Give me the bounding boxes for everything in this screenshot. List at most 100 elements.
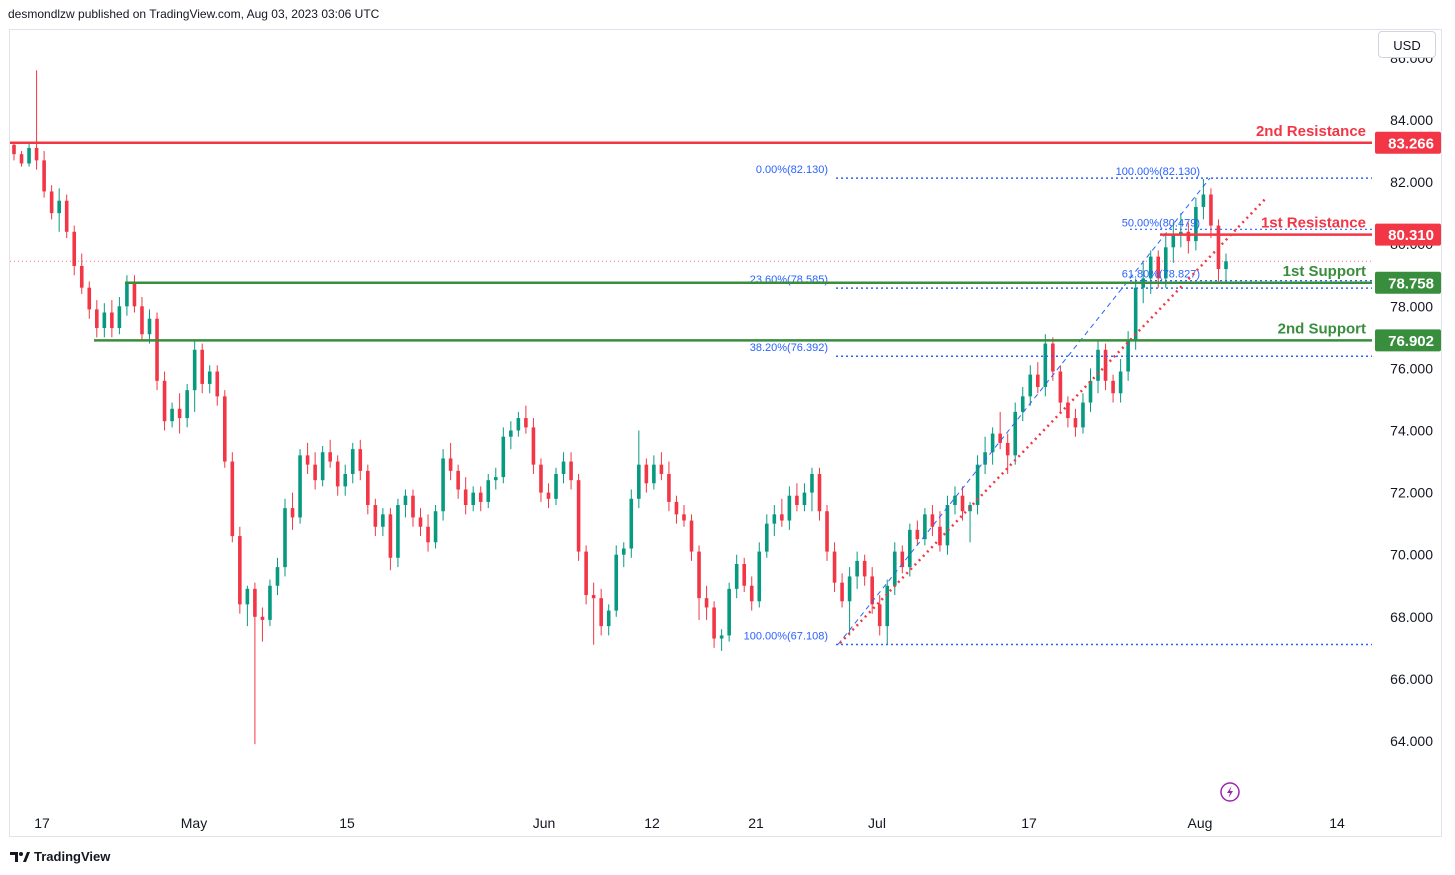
- candle-body: [79, 265, 84, 288]
- fib-label: 38.20%(76.392): [750, 342, 828, 354]
- candle-body: [42, 160, 46, 192]
- candle-body: [674, 501, 679, 515]
- candle-body: [817, 473, 822, 512]
- candle-body: [1171, 234, 1176, 248]
- candle-body: [682, 514, 686, 521]
- candle-body: [245, 588, 250, 605]
- candle-body: [621, 548, 626, 555]
- level-name: 1st Support: [1283, 263, 1366, 280]
- candle-body: [990, 433, 995, 453]
- lightning-icon[interactable]: [1220, 782, 1240, 802]
- candle-body: [222, 396, 227, 462]
- currency-button[interactable]: USD: [1378, 31, 1436, 58]
- candle-body: [1156, 256, 1161, 279]
- price-badge-label: 83.266: [1388, 135, 1434, 152]
- y-tick-label: 76.000: [1390, 360, 1433, 376]
- candle-body: [539, 464, 543, 493]
- candle-body: [102, 312, 107, 329]
- candle-body: [938, 526, 942, 546]
- candle-body: [1073, 418, 1078, 428]
- candle-body: [810, 473, 814, 493]
- candle-body: [19, 154, 24, 164]
- candle-body: [802, 492, 807, 506]
- candle-body: [49, 191, 54, 214]
- x-tick-label: Jun: [533, 815, 556, 831]
- candle-body: [629, 498, 634, 549]
- candle-body: [945, 505, 950, 546]
- candle-body: [95, 309, 99, 329]
- candle-body: [283, 508, 287, 568]
- tradingview-brand[interactable]: TradingView: [10, 849, 110, 864]
- candle-body: [12, 144, 16, 155]
- candle-body: [576, 480, 581, 552]
- candle-body: [780, 514, 784, 521]
- candle-body: [57, 200, 61, 214]
- candle-body: [290, 508, 295, 518]
- candle-body: [652, 464, 656, 484]
- candle-body: [983, 452, 987, 465]
- level-name: 2nd Resistance: [1256, 123, 1366, 140]
- x-tick-label: 15: [339, 815, 355, 831]
- candle-body: [268, 585, 272, 620]
- candle-body: [396, 505, 400, 558]
- candle-body: [486, 480, 491, 502]
- candle-body: [1209, 194, 1213, 226]
- candle-body: [1005, 442, 1010, 456]
- candle-body: [471, 492, 476, 506]
- candle-body: [350, 449, 355, 474]
- candle-body: [1028, 374, 1033, 397]
- candle-body: [328, 452, 332, 462]
- candle-body: [644, 464, 649, 484]
- candle-body: [320, 452, 325, 481]
- candle-body: [689, 520, 694, 552]
- candle-body: [1186, 231, 1191, 242]
- y-tick-label: 72.000: [1390, 485, 1433, 501]
- fib-label: 100.00%(82.130): [1116, 166, 1200, 178]
- candle-body: [411, 495, 415, 518]
- candle-body: [998, 433, 1002, 443]
- candle-body: [885, 585, 890, 627]
- candle-body: [358, 449, 363, 471]
- candle-body: [1081, 402, 1085, 428]
- candle-body: [614, 554, 619, 611]
- fib-label: 61.80%(78.827): [1122, 269, 1200, 281]
- candle-body: [915, 529, 920, 540]
- candle-body: [200, 349, 204, 384]
- candle-body: [1111, 380, 1115, 394]
- x-tick-label: 17: [34, 815, 50, 831]
- candle-body: [1096, 349, 1100, 381]
- price-badge-label: 76.902: [1388, 333, 1434, 350]
- x-tick-label: 21: [748, 815, 764, 831]
- x-tick-label: 17: [1021, 815, 1037, 831]
- candle-body: [923, 514, 927, 540]
- candle-body: [192, 349, 197, 391]
- fib-label: 0.00%(82.130): [756, 164, 828, 176]
- candle-body: [140, 306, 144, 335]
- candle-body: [366, 470, 370, 506]
- y-tick-label: 68.000: [1390, 609, 1433, 625]
- candle-body: [1194, 206, 1198, 242]
- x-tick-label: 14: [1329, 815, 1345, 831]
- x-tick-label: Jul: [868, 815, 886, 831]
- candle-body: [1088, 380, 1093, 403]
- candle-body: [591, 595, 596, 599]
- candle-body: [1066, 402, 1070, 419]
- candle-body: [930, 514, 935, 527]
- candle-body: [1051, 343, 1055, 372]
- candle-body: [238, 536, 242, 605]
- candle-body: [772, 514, 777, 524]
- price-badge-label: 78.758: [1388, 275, 1434, 292]
- y-tick-label: 70.000: [1390, 547, 1433, 563]
- candle-body: [960, 495, 965, 512]
- candle-body: [742, 564, 747, 586]
- candle-body: [524, 418, 528, 428]
- candle-body: [764, 523, 769, 552]
- lightning-icon-ring: [1220, 782, 1240, 802]
- candle-body: [704, 598, 709, 608]
- candle-body: [260, 616, 265, 620]
- candle-body: [847, 576, 852, 602]
- candle-body: [637, 464, 641, 499]
- candle-body: [584, 551, 588, 596]
- candle-body: [1118, 371, 1123, 394]
